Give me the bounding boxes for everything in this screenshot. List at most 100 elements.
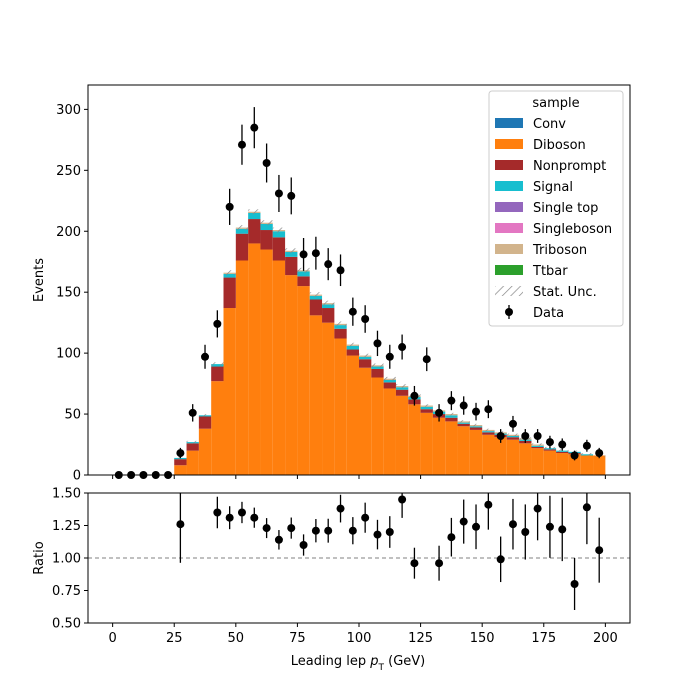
- x-tick-label: 100: [347, 631, 372, 646]
- stat-unc-box: [531, 443, 544, 446]
- stack-bar: [383, 388, 396, 475]
- legend: sample Conv Diboson Nonprompt Signal Single t…: [488, 90, 624, 327]
- stack-bar: [297, 271, 310, 277]
- stack-bar: [359, 356, 372, 360]
- ratio-frame: [87, 492, 631, 624]
- legend-swatch: [495, 139, 523, 149]
- stat-unc-box: [420, 404, 433, 407]
- ratio-point: [348, 526, 357, 535]
- x-axis-label: Leading lep pT (GeV): [291, 654, 425, 673]
- stack-bar: [272, 231, 286, 238]
- stack-bar: [395, 389, 409, 396]
- legend-label: Triboson: [532, 243, 587, 258]
- stat-unc-box: [186, 440, 199, 444]
- stack-bar: [346, 349, 359, 356]
- stack-bar: [223, 273, 236, 278]
- legend-swatch: [495, 181, 523, 191]
- stack-bar: [297, 276, 310, 287]
- stack-bar: [285, 256, 298, 276]
- legend-entry-stat-unc: Stat. Unc.: [495, 285, 597, 300]
- data-point: [225, 202, 234, 211]
- stack-bar: [285, 251, 298, 257]
- x-tick-label: 25: [166, 631, 183, 646]
- stack-bar: [260, 230, 273, 250]
- legend-swatch: [495, 244, 523, 254]
- stack-bar: [457, 423, 470, 427]
- stack-bar: [395, 387, 409, 390]
- y-tick-label: 200: [56, 225, 81, 240]
- stack-bar: [346, 355, 359, 475]
- ratio-point: [176, 520, 185, 529]
- stat-unc-box: [346, 342, 359, 347]
- ratio-point: [225, 513, 234, 522]
- y-tick-label: 150: [56, 286, 81, 301]
- stack-bar: [531, 445, 544, 447]
- ratio-point: [250, 513, 259, 522]
- x-tick-label: 175: [531, 631, 556, 646]
- ratio-point: [398, 495, 407, 504]
- stack-bar: [506, 437, 520, 440]
- stat-unc-box: [383, 376, 396, 381]
- stat-unc-box: [371, 363, 384, 368]
- ratio-panel: 0.50 0.75 1.00 1.25 1.50 0 25 50 75 100 125 150 175 2…: [52, 487, 631, 646]
- stack-bar: [420, 406, 433, 410]
- legend-swatch: [495, 160, 523, 170]
- stack-bar: [519, 443, 532, 475]
- data-point: [472, 407, 481, 416]
- stack-bar: [371, 377, 384, 475]
- y-tick-label: 0: [73, 469, 81, 484]
- ratio-point: [324, 526, 333, 535]
- stat-unc-box: [223, 270, 236, 276]
- stack-bar: [211, 366, 224, 382]
- stat-unc-box: [309, 292, 323, 298]
- ratio-y-tick-label: 1.50: [52, 487, 81, 502]
- stack-bar: [531, 448, 544, 475]
- legend-entry-nonprompt: Nonprompt: [495, 159, 606, 174]
- legend-swatch: [495, 202, 523, 212]
- data-point: [521, 432, 530, 440]
- stack-bar: [469, 429, 483, 475]
- stat-unc-box: [285, 248, 298, 254]
- data-point: [201, 352, 210, 361]
- data-point: [237, 140, 246, 149]
- legend-swatch-hatch: [495, 286, 523, 296]
- ratio-point: [570, 580, 579, 588]
- legend-label: Singleboson: [533, 222, 612, 237]
- stat-unc-box: [445, 412, 458, 416]
- legend-entry-ttbar: Ttbar: [495, 264, 568, 279]
- ratio-point: [287, 524, 296, 533]
- stack-bar: [186, 443, 199, 451]
- stack-bar: [235, 228, 249, 234]
- stack-bar: [469, 426, 483, 428]
- stack-bar: [432, 417, 446, 475]
- legend-marker-point: [505, 308, 513, 316]
- stack-bar: [322, 322, 335, 475]
- legend-label: Diboson: [533, 138, 586, 153]
- stack-bar: [506, 436, 520, 438]
- data-point: [287, 191, 296, 200]
- stack-bar: [531, 446, 544, 449]
- stack-bar: [445, 421, 458, 475]
- legend-entry-single-top: Single top: [495, 201, 598, 216]
- stat-unc-box: [198, 414, 212, 417]
- stat-unc-box: [235, 225, 249, 231]
- data-point: [595, 449, 604, 458]
- data-point: [533, 432, 542, 440]
- x-tick-label: 0: [108, 631, 116, 646]
- ratio-point: [533, 504, 542, 513]
- ratio-point: [484, 500, 493, 509]
- stack-bar: [506, 439, 520, 475]
- ratio-point: [508, 520, 517, 529]
- stat-unc-box: [211, 362, 224, 366]
- stack-bar: [494, 437, 507, 475]
- stack-bar: [482, 432, 495, 435]
- data-point: [422, 355, 431, 364]
- stack-bar: [420, 412, 433, 475]
- ratio-y-tick-label: 1.00: [52, 552, 81, 567]
- ratio-point: [237, 508, 246, 517]
- ratio-point: [595, 546, 604, 555]
- data-point: [262, 159, 271, 167]
- ratio-point: [435, 559, 444, 568]
- y-tick-label: 250: [56, 164, 81, 179]
